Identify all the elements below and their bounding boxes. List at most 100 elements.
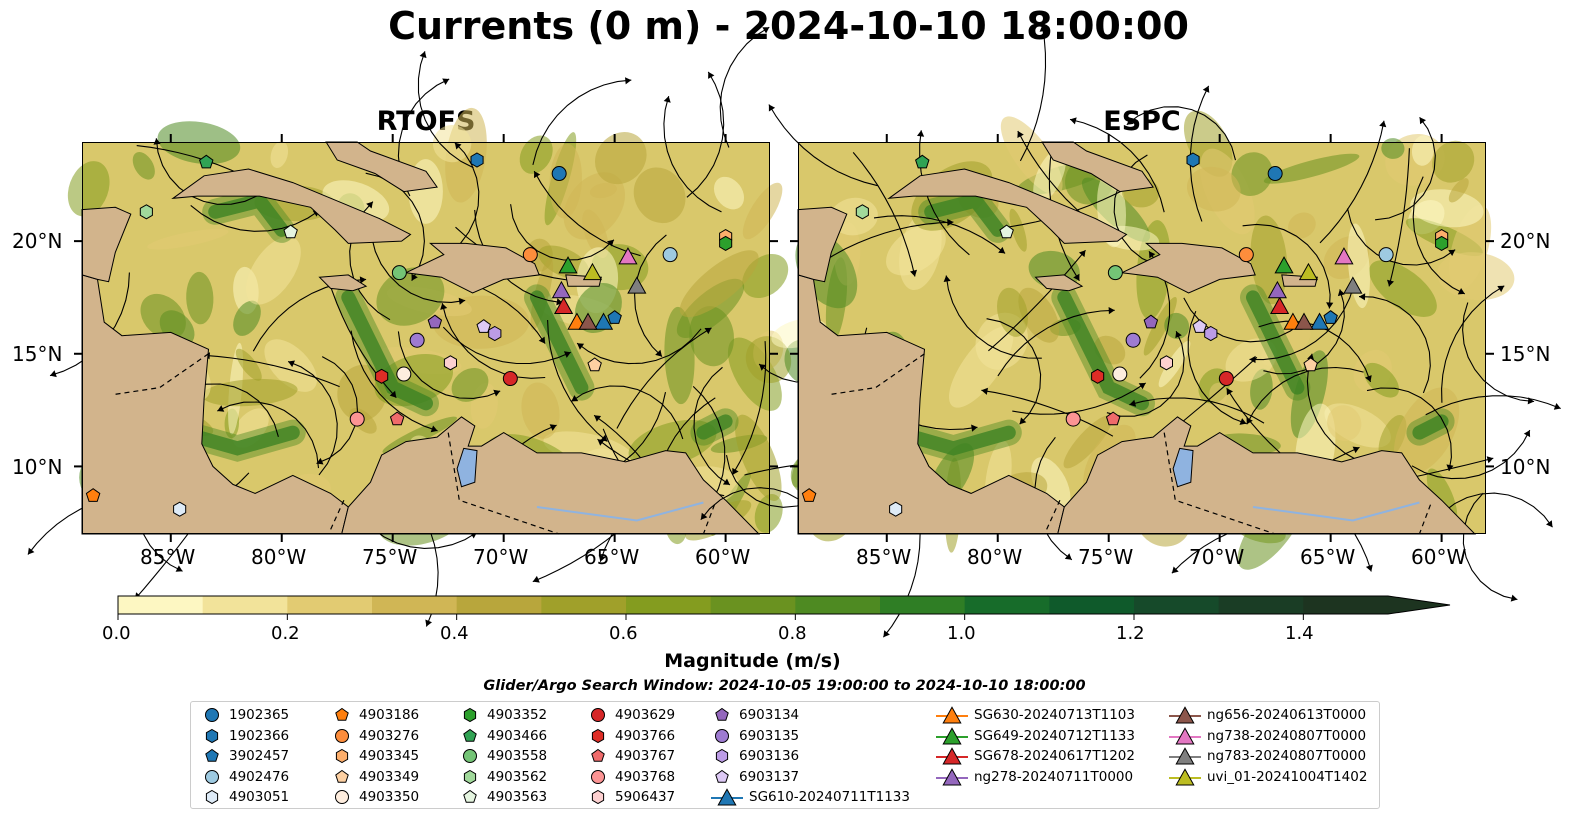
marker-3902457: [1323, 310, 1338, 324]
legend-marker-triangle-icon: [936, 767, 968, 785]
marker-4903629: [1218, 371, 1234, 387]
streamline-arrow: [1129, 399, 1137, 407]
streamline-arrow: [425, 619, 432, 627]
streamline-arrow: [1126, 118, 1134, 125]
legend-label: SG630-20240713T1103: [974, 707, 1135, 723]
marker-4903051: [173, 501, 187, 517]
lake-maracaibo: [456, 447, 478, 488]
marker-4903563: [283, 224, 298, 239]
lat-tick-label-left: 10°N: [12, 455, 63, 479]
legend-label: SG678-20240617T1202: [974, 748, 1135, 764]
legend-entry: 1902365: [201, 705, 289, 725]
land-bahamas: [1041, 141, 1154, 193]
current-jet: [202, 185, 295, 243]
streamline-arrow: [288, 360, 295, 368]
marker-4903051: [889, 501, 903, 517]
lon-tick-label: 65°W: [1300, 545, 1356, 569]
legend-marker-triangle-icon: [1169, 726, 1201, 744]
streamline: [1366, 387, 1452, 472]
colorbar-tick-label: 0.2: [271, 623, 300, 644]
streamline-arrow: [153, 138, 161, 145]
legend-label: 4903349: [359, 768, 420, 785]
marker-4903629: [502, 371, 518, 387]
streamline: [731, 341, 767, 476]
legend-entry: 4903768: [587, 767, 675, 787]
streamline-arrow: [1546, 520, 1553, 528]
streamline-arrow: [1553, 403, 1561, 410]
streamline-arrow: [454, 142, 462, 150]
figure-title: Currents (0 m) - 2024-10-10 18:00:00: [388, 4, 1189, 48]
colorbar-segment: [1218, 596, 1304, 614]
marker-4903768: [349, 411, 365, 427]
streamline: [1412, 176, 1466, 295]
streamline-arrow: [1226, 388, 1233, 396]
streamline-arrow: [594, 415, 602, 422]
legend-marker-hexagon-icon: [335, 748, 349, 764]
country-border: [447, 432, 560, 535]
streamline-arrow: [1457, 288, 1465, 295]
streamline-arrow: [910, 269, 917, 277]
streamline-arrow: [1019, 417, 1027, 425]
map-rtofs[interactable]: [27, 26, 884, 627]
streamline-arrow: [458, 297, 466, 305]
streamline-arrow: [175, 565, 183, 572]
legend-label: 1902366: [229, 727, 290, 744]
map-espc-svg: [700, 25, 1561, 638]
legend-entry: 4903051: [201, 787, 289, 807]
current-jet: [335, 284, 439, 417]
marker-4903466: [199, 154, 214, 169]
legend-entry: 4903562: [459, 767, 547, 787]
marker-6903136: [1204, 325, 1218, 342]
observation-markers: [801, 152, 1449, 517]
streamline-arrow: [625, 77, 632, 85]
marker-ng783-20240807T0000: [1343, 276, 1363, 294]
marker-4903766: [375, 368, 389, 384]
search-window-caption: Glider/Argo Search Window: 2024-10-05 19…: [483, 678, 1086, 694]
marker-4903766: [1091, 368, 1105, 384]
streamline: [693, 366, 731, 486]
marker-6903137: [476, 319, 491, 333]
legend-marker-circle-icon: [463, 749, 477, 763]
marker-1902365: [551, 166, 567, 182]
legend-entry: 4903276: [331, 726, 419, 746]
current-jet: [690, 408, 739, 446]
legend-label: 4902476: [229, 768, 290, 785]
streamline-arrow: [1419, 117, 1426, 125]
legend-label: 4903766: [615, 727, 676, 744]
legend-label: 4903767: [615, 748, 676, 764]
streamline: [1246, 366, 1364, 425]
lake-maracaibo: [1172, 447, 1194, 488]
legend-marker-triangle-icon: [1169, 747, 1201, 765]
streamline-arrow: [607, 239, 614, 247]
streamline-arrow: [1149, 251, 1156, 259]
colorbar-extend-arrow: [1388, 596, 1450, 614]
streamline: [821, 221, 954, 264]
land-cuba: [887, 168, 1128, 244]
legend-label: 4903558: [487, 748, 548, 764]
streamline: [1425, 395, 1561, 416]
streamline: [287, 360, 338, 476]
map-espc[interactable]: [700, 25, 1561, 638]
marker-4903562: [139, 204, 153, 220]
streamline-arrow: [917, 130, 925, 137]
streamline: [1126, 106, 1237, 161]
river: [1252, 501, 1420, 522]
legend-label: 4903352: [487, 707, 548, 723]
streamline-arrow: [389, 390, 397, 398]
legend: 1902365 1902366 3902457 4902476 4903051 49031…: [190, 701, 1380, 809]
streamline-arrow: [722, 478, 730, 485]
legend-marker-pentagon-icon: [715, 707, 729, 721]
legend-label: 5906437: [615, 789, 676, 805]
marker-6903136: [488, 325, 502, 342]
marker-4903767: [389, 411, 405, 426]
colorbar-tick-label: 0.0: [102, 623, 131, 644]
legend-label: 6903135: [739, 727, 800, 744]
streamline: [1012, 382, 1146, 415]
marker-SG610-20240711T1133: [593, 312, 614, 330]
marker-ng656-20240613T0000: [1294, 312, 1314, 330]
streamline-arrow: [532, 575, 540, 583]
current-jet: [924, 192, 1005, 237]
streamline-arrow: [598, 554, 606, 562]
legend-marker-pentagon-icon: [591, 748, 605, 762]
legend-entry: 4903352: [459, 705, 547, 725]
